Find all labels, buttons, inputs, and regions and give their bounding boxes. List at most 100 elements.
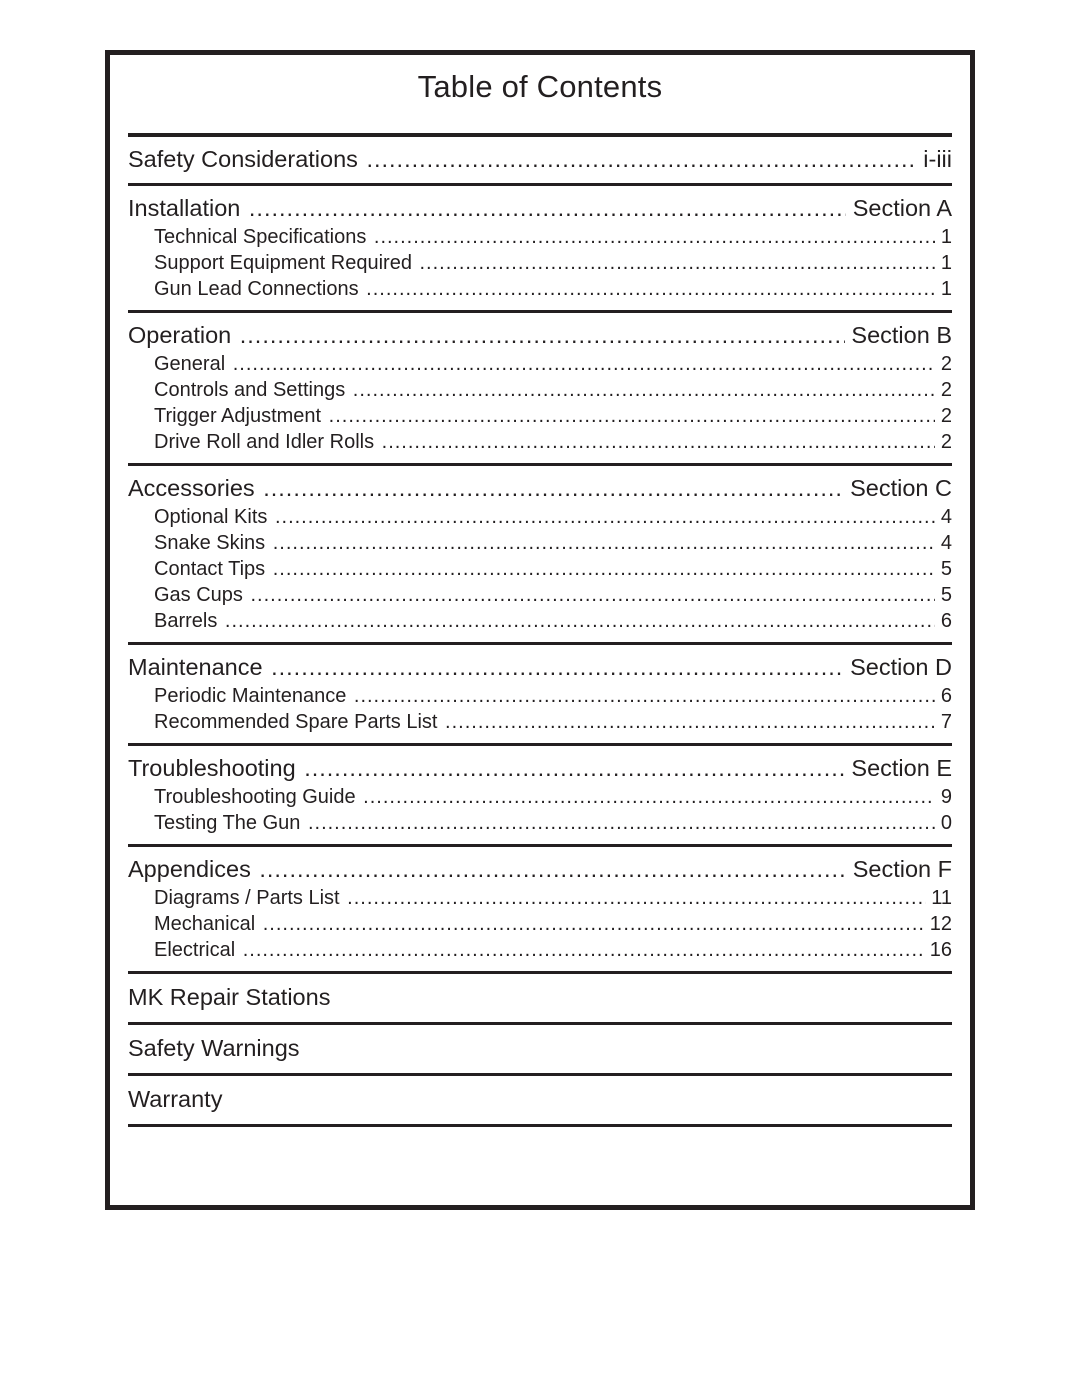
toc-page: Section A: [846, 192, 952, 224]
toc-label: Troubleshooting: [128, 752, 302, 784]
toc-item: Electrical .............................…: [128, 937, 952, 963]
toc-section-heading: Accessories ............................…: [128, 472, 952, 504]
dot-leader: ........................................…: [247, 192, 846, 224]
dot-leader: ........................................…: [352, 683, 935, 709]
toc-label: Recommended Spare Parts List: [154, 709, 443, 735]
divider: [128, 310, 952, 313]
toc-label: Operation: [128, 319, 238, 351]
toc-root: Safety Considerations ..................…: [128, 133, 952, 1127]
divider: [128, 642, 952, 645]
toc-page: 12: [924, 911, 952, 937]
toc-section-heading: Safety Considerations ..................…: [128, 143, 952, 175]
dot-leader: ........................................…: [271, 556, 936, 582]
toc-label: Installation: [128, 192, 247, 224]
dot-leader: ........................................…: [261, 472, 843, 504]
divider: [128, 844, 952, 847]
toc-page: 1: [935, 250, 952, 276]
toc-item: Gun Lead Connections ...................…: [128, 276, 952, 302]
toc-page: 4: [935, 504, 952, 530]
dot-leader: ........................................…: [257, 853, 846, 885]
divider: [128, 1073, 952, 1076]
toc-item: Trigger Adjustment .....................…: [128, 403, 952, 429]
toc-label: Electrical: [154, 937, 241, 963]
toc-label: Trigger Adjustment: [154, 403, 327, 429]
toc-page: 2: [935, 429, 952, 455]
toc-page: 6: [935, 608, 952, 634]
toc-page: 11: [926, 885, 952, 911]
toc-label: Periodic Maintenance: [154, 683, 352, 709]
toc-label: Maintenance: [128, 651, 269, 683]
toc-section: Operation ..............................…: [128, 319, 952, 455]
toc-label: Testing The Gun: [154, 810, 306, 836]
toc-item: Drive Roll and Idler Rolls .............…: [128, 429, 952, 455]
toc-label: Mechanical: [154, 911, 261, 937]
content-frame: Table of Contents Safety Considerations …: [105, 50, 975, 1210]
divider: [128, 971, 952, 974]
toc-page: 1: [935, 276, 952, 302]
toc-label: Appendices: [128, 853, 257, 885]
toc-page: 0: [935, 810, 952, 836]
page-title: Table of Contents: [128, 69, 952, 105]
toc-page: Section B: [845, 319, 952, 351]
dot-leader: ........................................…: [351, 377, 936, 403]
dot-leader: ........................................…: [306, 810, 935, 836]
toc-item: Optional Kits ..........................…: [128, 504, 952, 530]
toc-section-heading: Appendices .............................…: [128, 853, 952, 885]
dot-leader: ........................................…: [238, 319, 845, 351]
toc-label: Barrels: [154, 608, 223, 634]
toc-item: Mechanical .............................…: [128, 911, 952, 937]
dot-leader: ........................................…: [248, 582, 935, 608]
divider: [128, 1124, 952, 1127]
toc-label: Accessories: [128, 472, 261, 504]
toc-item: Technical Specifications ...............…: [128, 224, 952, 250]
toc-standalone: Warranty: [128, 1082, 952, 1116]
toc-page: Section D: [844, 651, 952, 683]
dot-leader: ........................................…: [364, 143, 916, 175]
dot-leader: ........................................…: [273, 504, 935, 530]
toc-page: 1: [935, 224, 952, 250]
toc-page: 5: [935, 556, 952, 582]
toc-label: Diagrams / Parts List: [154, 885, 345, 911]
page: Table of Contents Safety Considerations …: [0, 0, 1080, 1397]
toc-section: Installation ...........................…: [128, 192, 952, 302]
toc-item: Support Equipment Required .............…: [128, 250, 952, 276]
toc-label: Controls and Settings: [154, 377, 351, 403]
dot-leader: ........................................…: [269, 651, 843, 683]
toc-section: Maintenance ............................…: [128, 651, 952, 735]
toc-section-heading: Maintenance ............................…: [128, 651, 952, 683]
toc-item: Testing The Gun ........................…: [128, 810, 952, 836]
toc-page: Section F: [846, 853, 952, 885]
toc-page: i-iii: [917, 143, 952, 175]
dot-leader: ........................................…: [302, 752, 845, 784]
toc-page: 7: [935, 709, 952, 735]
toc-standalone: Safety Warnings: [128, 1031, 952, 1065]
toc-page: 6: [935, 683, 952, 709]
toc-section: Appendices .............................…: [128, 853, 952, 963]
dot-leader: ........................................…: [418, 250, 936, 276]
toc-section-heading: Installation ...........................…: [128, 192, 952, 224]
dot-leader: ........................................…: [223, 608, 935, 634]
toc-item: Contact Tips ...........................…: [128, 556, 952, 582]
divider: [128, 1022, 952, 1025]
toc-standalone: MK Repair Stations: [128, 980, 952, 1014]
toc-label: Technical Specifications: [154, 224, 372, 250]
toc-label: Troubleshooting Guide: [154, 784, 361, 810]
toc-label: Gun Lead Connections: [154, 276, 364, 302]
dot-leader: ........................................…: [443, 709, 935, 735]
toc-item: Diagrams / Parts List ..................…: [128, 885, 952, 911]
divider: [128, 463, 952, 466]
toc-item: Recommended Spare Parts List ...........…: [128, 709, 952, 735]
dot-leader: ........................................…: [261, 911, 924, 937]
toc-section: Accessories ............................…: [128, 472, 952, 634]
toc-section: Safety Considerations ..................…: [128, 143, 952, 175]
divider: [128, 183, 952, 186]
dot-leader: ........................................…: [380, 429, 936, 455]
toc-page: 2: [935, 403, 952, 429]
dot-leader: ........................................…: [372, 224, 935, 250]
toc-label: Drive Roll and Idler Rolls: [154, 429, 380, 455]
toc-page: 2: [935, 351, 952, 377]
toc-item: Controls and Settings ..................…: [128, 377, 952, 403]
toc-label: Optional Kits: [154, 504, 273, 530]
toc-label: Contact Tips: [154, 556, 271, 582]
toc-label: Safety Considerations: [128, 143, 364, 175]
